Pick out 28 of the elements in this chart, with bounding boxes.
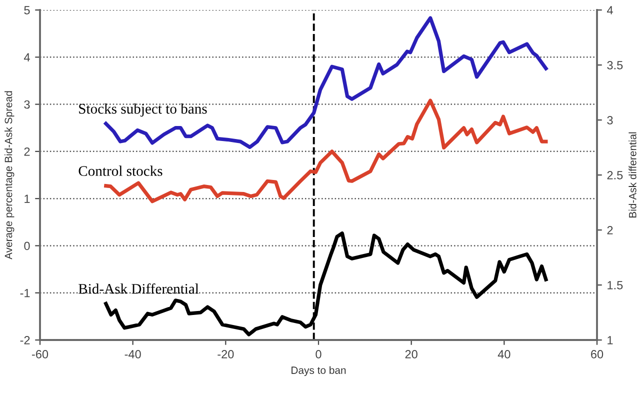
- y2-tick-label: 1: [608, 336, 613, 344]
- x-tick-label: 40: [498, 350, 510, 358]
- y-tick-label: 5: [24, 6, 30, 14]
- y2-tick-label: 2.5: [607, 171, 623, 180]
- y2-tick-label: 3.5: [607, 61, 623, 70]
- series-label: Bid-Ask Differential: [78, 283, 199, 294]
- y-tick-label: -2: [20, 336, 30, 344]
- y2-tick-label: 1.5: [608, 281, 623, 290]
- y-tick-label: 0: [24, 242, 30, 250]
- y2-tick-label: 3: [607, 116, 613, 124]
- x-tick-label: 20: [405, 350, 418, 358]
- y-tick-label: 3: [24, 100, 30, 109]
- x-tick-label: -20: [218, 350, 234, 358]
- y2-tick-label: 4: [606, 6, 613, 14]
- x-axis-title: Days to ban: [292, 366, 346, 376]
- x-tick-label: 60: [591, 350, 604, 358]
- y-tick-label: -1: [20, 289, 30, 298]
- series-label: Control stocks: [78, 166, 162, 176]
- x-tick-label: -40: [124, 350, 141, 358]
- y-tick-label: 2: [24, 147, 30, 156]
- y2-axis-title: Bid-Ask differential: [628, 132, 636, 218]
- x-tick-label: 0: [316, 350, 322, 358]
- y-tick-label: 1: [24, 194, 30, 203]
- y-axis-title: Average percentage Bid-Ask Spread: [4, 91, 14, 260]
- series-label: Stocks subject to bans: [79, 103, 207, 117]
- y2-tick-label: 2: [607, 226, 613, 234]
- x-tick-label: -60: [32, 350, 48, 358]
- y-tick-label: 4: [24, 53, 30, 62]
